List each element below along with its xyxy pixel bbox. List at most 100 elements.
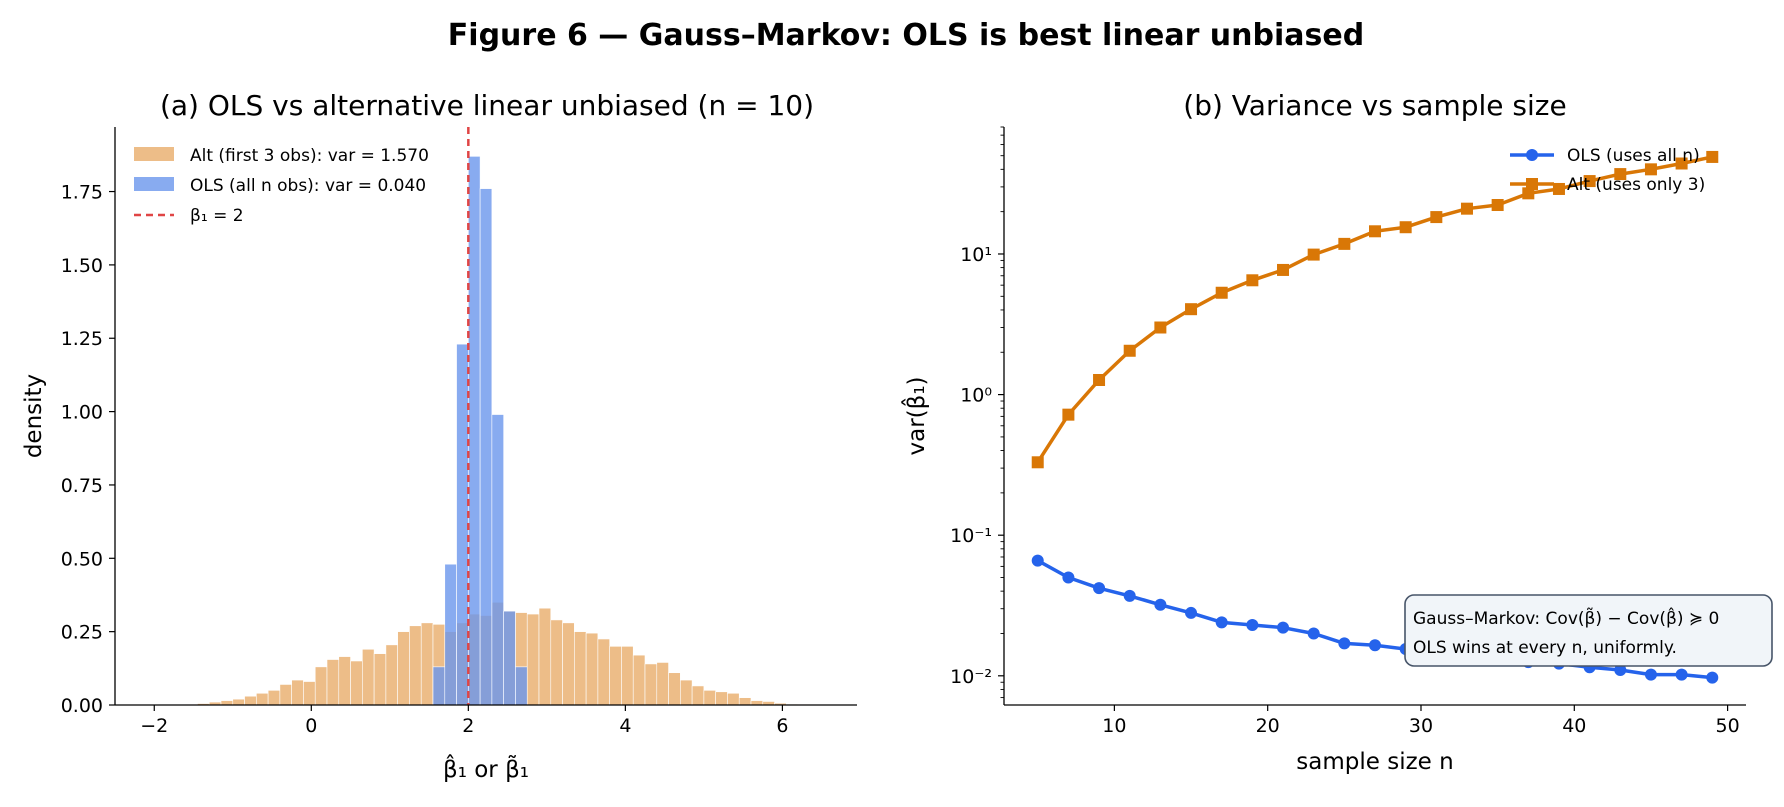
data-point — [1614, 663, 1627, 676]
panel-b-legend: OLS (uses all n) Alt (uses only 3) — [1510, 146, 1705, 195]
histogram-bar — [362, 648, 375, 706]
histogram-bar — [680, 679, 693, 706]
histogram-bar — [515, 666, 528, 706]
histogram-bar — [715, 691, 728, 706]
histogram-bar — [550, 619, 563, 706]
histogram-bar — [691, 685, 705, 706]
histogram-bar — [503, 610, 516, 706]
histogram-bar — [491, 414, 504, 706]
histogram-bar — [303, 681, 316, 706]
data-point — [1093, 373, 1106, 386]
x-tick-label: −2 — [140, 715, 168, 737]
data-point — [1338, 637, 1351, 650]
panel-b-title: (b) Variance vs sample size — [1183, 89, 1566, 122]
data-point — [1215, 616, 1228, 629]
y-tick-label: 0.50 — [61, 548, 103, 570]
histogram-bar — [468, 156, 481, 706]
legend-swatch-alt — [134, 147, 174, 161]
data-point — [1706, 150, 1719, 163]
data-point — [1062, 571, 1075, 584]
data-point — [1552, 182, 1565, 195]
y-tick-label: 1.25 — [61, 328, 103, 350]
histogram-bar — [291, 679, 304, 706]
data-point — [1369, 225, 1381, 238]
data-point — [1522, 187, 1535, 200]
data-point — [1583, 175, 1596, 188]
histogram-bar — [585, 632, 599, 706]
panel-a-y-label: density — [21, 374, 47, 458]
annotation-line-1: Gauss–Markov: Cov(β̃) − Cov(β̂) ≽ 0 — [1413, 606, 1719, 629]
x-tick-label: 50 — [1716, 715, 1740, 737]
legend-swatch-ols — [134, 177, 174, 191]
histogram-bar — [244, 695, 257, 706]
data-point — [1123, 589, 1136, 602]
histogram-bar — [562, 622, 575, 706]
data-point — [1338, 237, 1351, 250]
data-point — [1399, 221, 1412, 234]
histogram-bar — [397, 631, 410, 706]
data-point — [1491, 199, 1504, 212]
histogram-bar — [409, 625, 422, 706]
histogram-bar — [432, 666, 446, 706]
y-tick-label: 1.50 — [61, 255, 103, 277]
x-tick-label: 40 — [1562, 715, 1586, 737]
legend-label-ref: β₁ = 2 — [190, 206, 244, 226]
data-point — [1185, 606, 1198, 619]
y-tick-label: 1.00 — [61, 402, 103, 424]
annotation-box-frame — [1404, 594, 1773, 667]
legend-label-alt: Alt (first 3 obs): var = 1.570 — [190, 146, 429, 166]
histogram-bar — [373, 653, 387, 706]
histogram-bar — [526, 613, 540, 706]
data-point — [1614, 168, 1627, 181]
histogram-bar — [444, 563, 457, 706]
histogram-bar — [232, 698, 245, 706]
data-point — [1031, 554, 1044, 567]
panel-a-legend: Alt (first 3 obs): var = 1.570 OLS (all … — [134, 146, 429, 226]
histogram-bar — [314, 666, 328, 706]
data-point — [1031, 456, 1044, 469]
panel-b-x-ticks: 10 20 30 40 50 — [1102, 705, 1740, 737]
data-point — [1675, 157, 1688, 170]
data-point — [1062, 408, 1075, 421]
histogram-bar — [420, 622, 434, 706]
data-point — [1277, 621, 1290, 634]
x-tick-label: 6 — [776, 715, 788, 737]
data-point — [1123, 344, 1136, 357]
histogram-bar — [479, 188, 493, 706]
data-point — [1307, 627, 1320, 640]
data-point — [1154, 598, 1167, 611]
x-tick-label: 10 — [1102, 715, 1126, 737]
histogram-bar — [727, 692, 740, 706]
histogram-bar — [456, 343, 469, 706]
panel-b: (b) Variance vs sample size 10 20 30 40 50 1… — [901, 89, 1773, 775]
y-tick-label: 0.00 — [61, 695, 103, 717]
histogram-bar — [256, 692, 269, 706]
x-tick-label: 30 — [1409, 715, 1433, 737]
series-line — [1035, 155, 1715, 465]
legend-label-alt-line: Alt (uses only 3) — [1567, 175, 1705, 195]
legend-marker-ols — [1526, 149, 1538, 161]
data-point — [1644, 668, 1657, 681]
y-tick-label: 0.25 — [61, 622, 103, 644]
histogram-bar — [597, 638, 610, 706]
legend-label-ols-line: OLS (uses all n) — [1567, 146, 1700, 166]
panel-a-title: (a) OLS vs alternative linear unbiased (… — [160, 89, 814, 122]
x-tick-label: 2 — [462, 715, 474, 737]
histogram-bar — [621, 646, 634, 706]
histogram-bar — [338, 656, 351, 706]
histogram-bar — [668, 672, 681, 706]
histogram-bar — [632, 654, 646, 706]
data-point — [1307, 248, 1320, 261]
data-point — [1246, 618, 1259, 631]
data-point — [1675, 668, 1688, 681]
histogram-bar — [538, 607, 552, 706]
histogram-bar — [267, 690, 281, 706]
figure-title: Figure 6 — Gauss–Markov: OLS is best lin… — [448, 18, 1364, 53]
data-point — [1215, 286, 1228, 299]
legend-marker-alt — [1526, 178, 1538, 190]
y-tick-label: 0.75 — [61, 475, 103, 497]
legend-label-ols: OLS (all n obs): var = 0.040 — [190, 176, 426, 196]
panel-a: (a) OLS vs alternative linear unbiased (… — [21, 89, 857, 783]
y-tick-label: 10⁰ — [960, 385, 992, 407]
